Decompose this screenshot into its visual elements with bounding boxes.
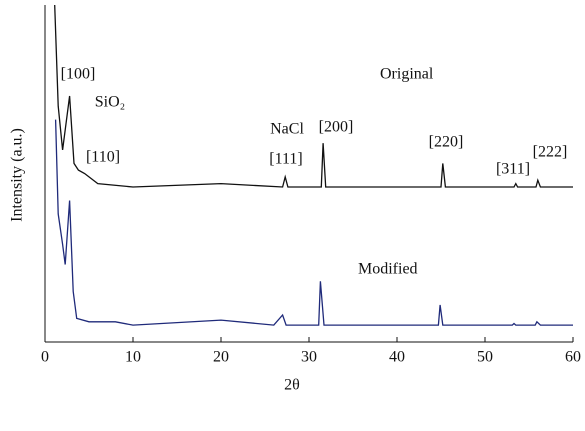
x-tick-label: 20 — [213, 349, 229, 366]
x-tick-label: 60 — [565, 349, 581, 366]
x-tick-label: 40 — [389, 349, 405, 366]
peak-label: [220] — [429, 134, 464, 151]
peak-label: SiO₂ — [95, 94, 125, 111]
peak-label: NaCl — [270, 121, 304, 138]
x-tick-label: 10 — [125, 349, 141, 366]
x-tick-label: 30 — [301, 349, 317, 366]
peak-label: [222] — [533, 144, 568, 161]
series-line — [54, 4, 573, 188]
peak-label: [200] — [319, 119, 354, 136]
series-label: Original — [380, 66, 434, 83]
peak-label: [111] — [269, 151, 302, 168]
peak-label: [311] — [496, 161, 530, 178]
peak-label: [110] — [86, 149, 120, 166]
series-line — [54, 119, 573, 326]
peak-label: [100] — [61, 66, 96, 83]
x-tick-label: 50 — [477, 349, 493, 366]
y-axis-label: Intensity (a.u.) — [9, 128, 26, 222]
x-tick-label: 0 — [41, 349, 49, 366]
x-axis-label: 2θ — [284, 377, 300, 394]
series-label: Modified — [358, 261, 418, 278]
